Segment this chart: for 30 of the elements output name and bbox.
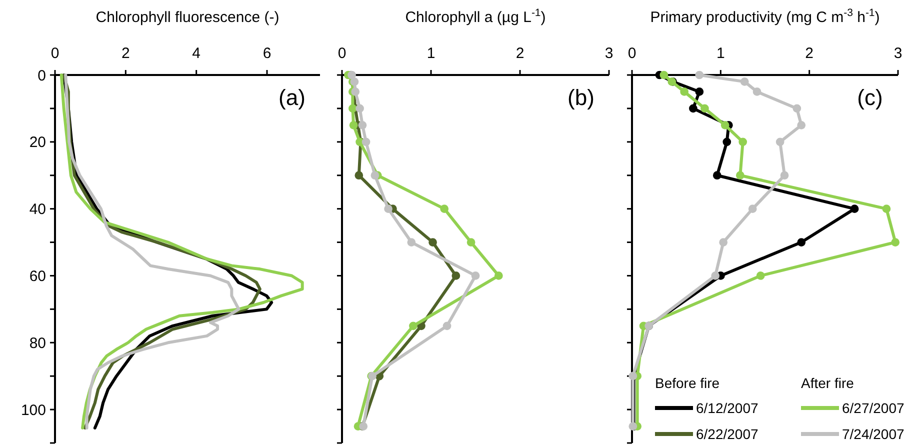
- x-tick-label: 6: [262, 45, 272, 62]
- x-tick-label: 2: [805, 45, 814, 62]
- legend-label: 6/12/2007: [696, 400, 758, 416]
- x-tick-label: 1: [426, 45, 436, 62]
- y-tick-label: 60: [29, 268, 46, 285]
- annotation: Before fire: [655, 375, 720, 391]
- legend-label: 6/27/2007: [842, 400, 904, 416]
- annotation: After fire: [801, 375, 854, 391]
- x-tick-label: 2: [121, 45, 130, 62]
- x-tick-label: 0: [50, 45, 60, 62]
- y-tick-label: 40: [29, 201, 46, 218]
- x-tick-label: 2: [516, 45, 524, 62]
- x-tick-label: 1: [716, 45, 725, 62]
- annotation: (b): [568, 85, 594, 110]
- x-tick-label: 3: [894, 45, 902, 62]
- y-tick-label: 20: [29, 134, 46, 152]
- x-axis-title: Primary productivity (mg C m$^{-3}$ h$^{-1}$): [650, 7, 880, 26]
- annotation: (a): [278, 85, 306, 110]
- legend-label: 7/24/2007: [842, 426, 904, 442]
- x-tick-label: 3: [604, 45, 614, 62]
- y-tick-label: 80: [29, 334, 46, 352]
- y-tick-label: 100: [20, 402, 46, 419]
- x-tick-label: 0: [338, 45, 346, 62]
- x-tick-label: 4: [192, 45, 201, 62]
- legend-label: 6/22/2007: [696, 426, 758, 442]
- x-tick-label: 0: [628, 45, 636, 62]
- x-axis-title: Chlorophyll a (µg L$^{-1}$): [405, 7, 546, 26]
- x-axis-title: Chlorophyll fluorescence (-): [96, 9, 280, 26]
- annotation: (c): [857, 85, 883, 110]
- y-tick-label: 0: [38, 67, 46, 84]
